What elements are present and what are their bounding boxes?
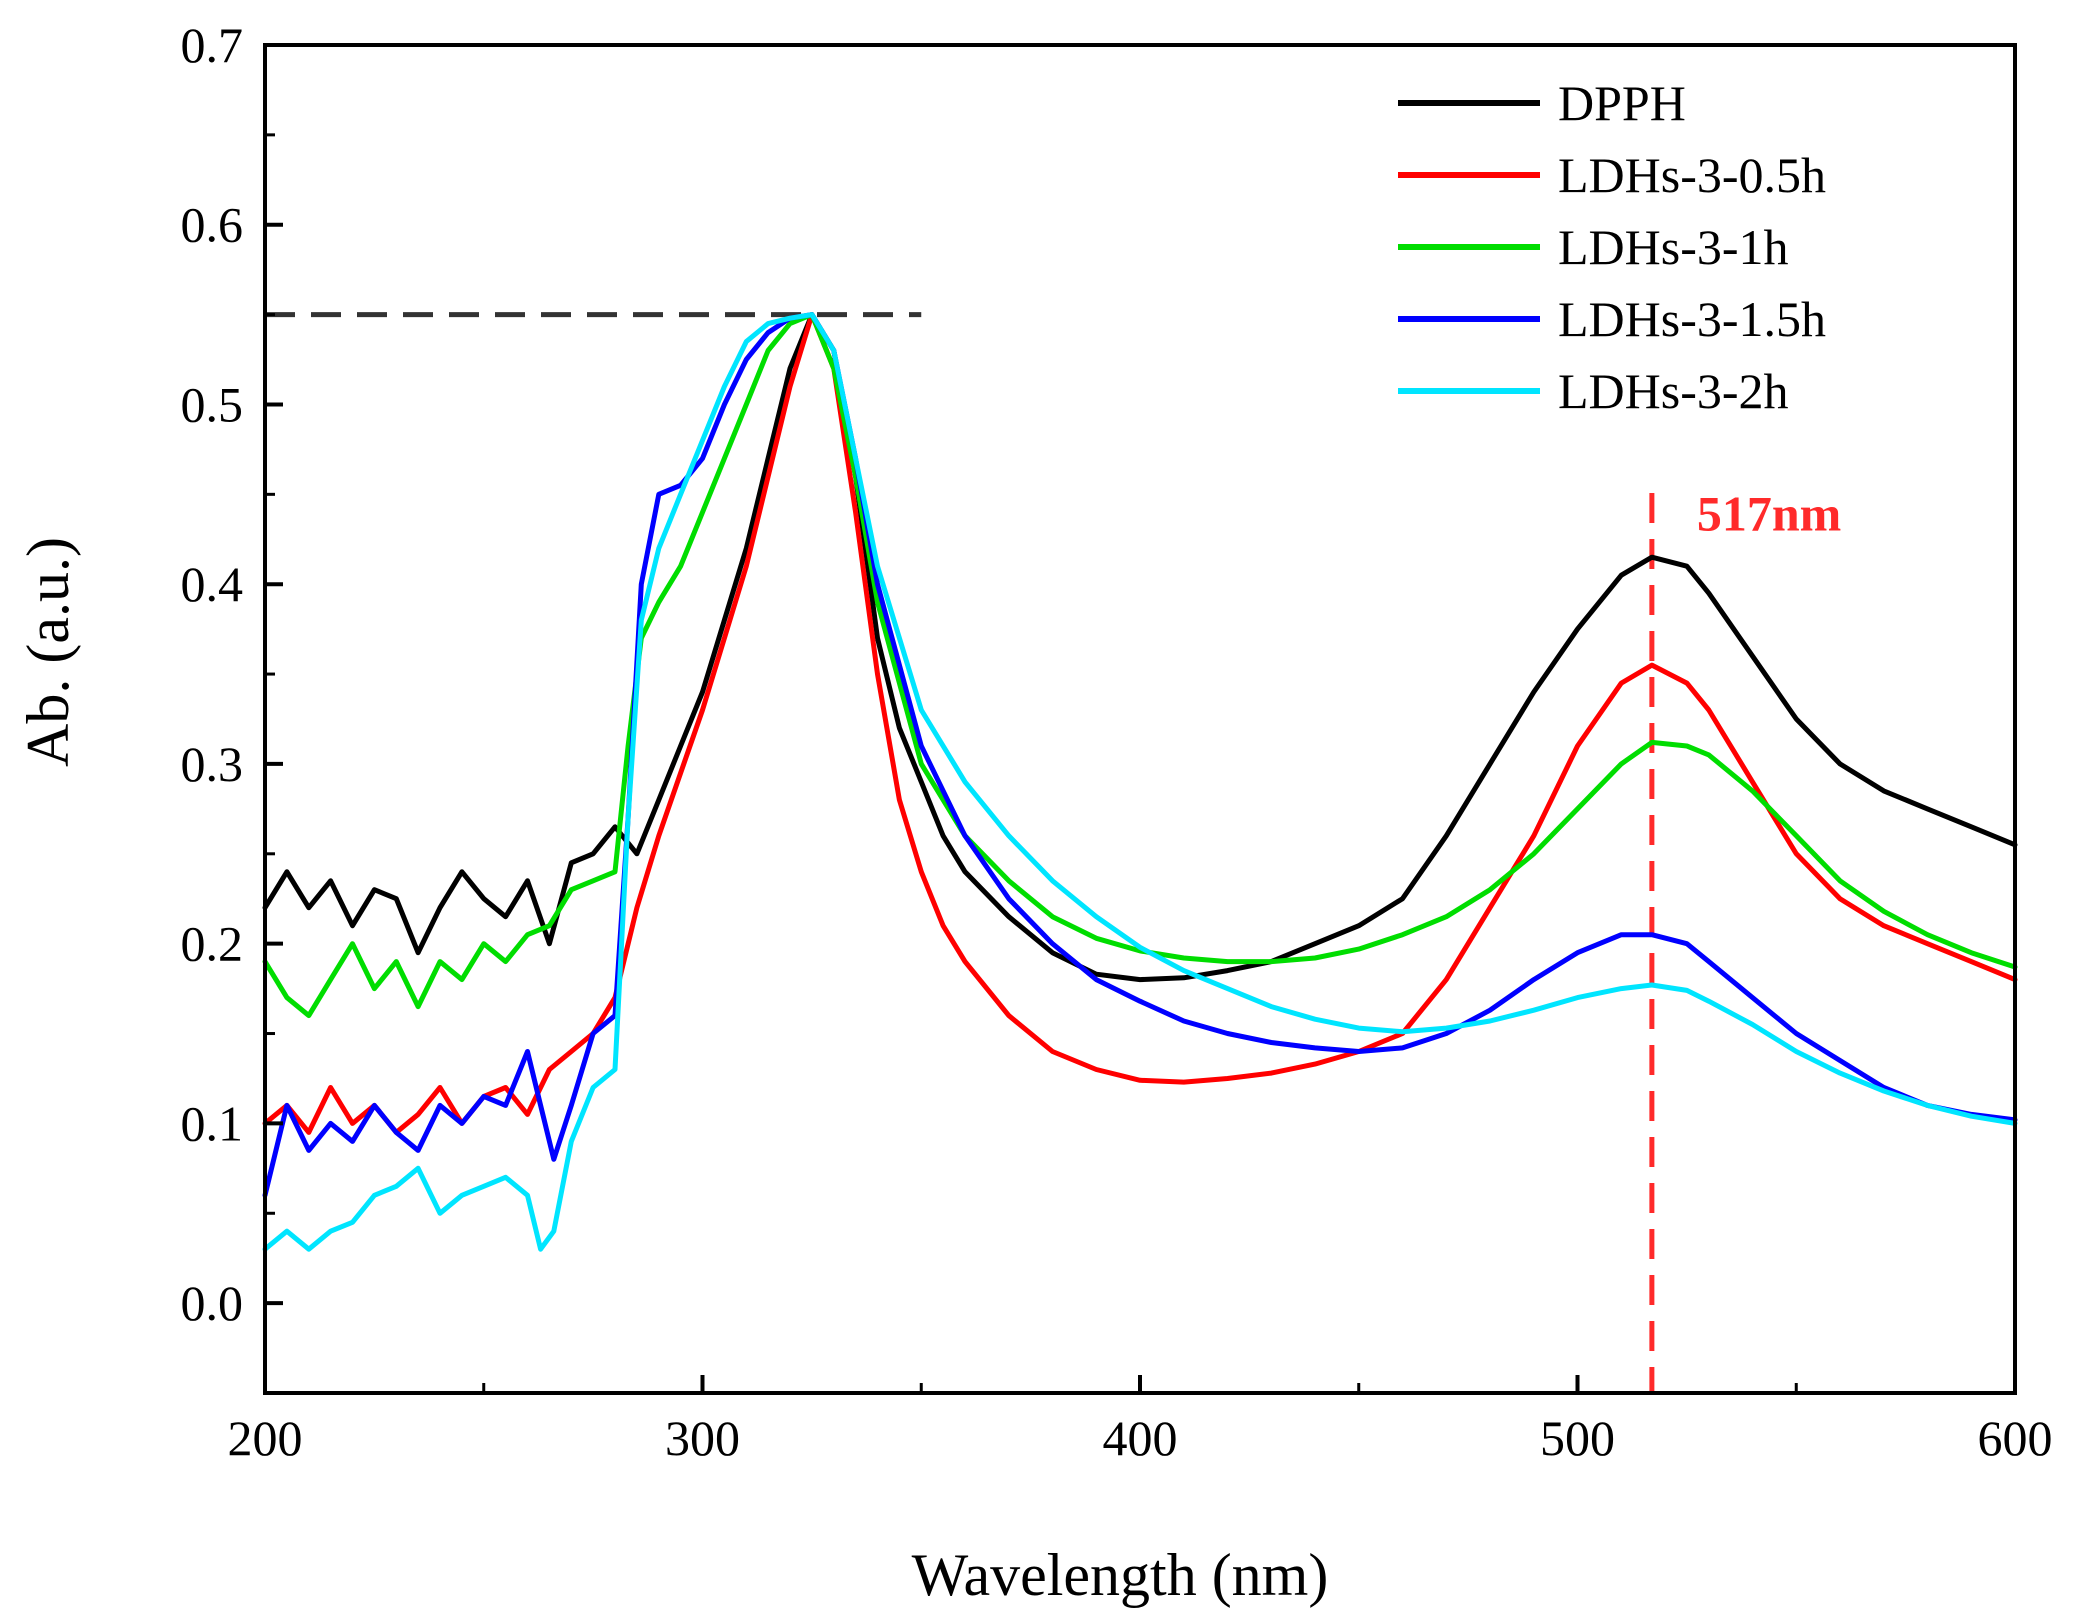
series-lines <box>262 312 2018 1252</box>
series-line-ldhs-3-1h <box>262 312 2018 1019</box>
peak-annotation-517nm: 517nm <box>1697 485 1841 541</box>
y-tick-label: 0.0 <box>181 1275 244 1331</box>
legend: DPPH LDHs-3-0.5h LDHs-3-1h LDHs-3-1.5h LDHs-… <box>1398 75 1826 419</box>
legend-label: LDHs-3-0.5h <box>1558 147 1826 203</box>
legend-label: LDHs-3-1.5h <box>1558 291 1826 347</box>
y-tick-label: 0.3 <box>181 736 244 792</box>
legend-label: DPPH <box>1558 75 1686 131</box>
x-tick-label: 600 <box>1978 1410 2053 1466</box>
y-tick-label: 0.7 <box>181 17 244 73</box>
x-axis-title: Wavelength (nm) <box>912 1542 1329 1608</box>
x-tick-label: 500 <box>1540 1410 1615 1466</box>
legend-label: LDHs-3-2h <box>1558 363 1789 419</box>
series-line-ldhs-3-2h <box>262 312 2018 1252</box>
y-tick-label: 0.5 <box>181 376 244 432</box>
series-line-ldhs-3-1-5h <box>262 312 2018 1198</box>
x-tick-label: 300 <box>665 1410 740 1466</box>
x-tick-label: 200 <box>228 1410 303 1466</box>
reference-lines <box>265 312 1655 1393</box>
x-tick-label: 400 <box>1103 1410 1178 1466</box>
legend-label: LDHs-3-1h <box>1558 219 1789 275</box>
y-tick-label: 0.2 <box>181 916 244 972</box>
y-tick-label: 0.6 <box>181 197 244 253</box>
y-tick-label: 0.4 <box>181 556 244 612</box>
y-tick-label: 0.1 <box>181 1095 244 1151</box>
series-line-ldhs-3-0-5h <box>262 312 2018 1135</box>
series-line-dpph <box>262 312 2018 983</box>
y-axis-title: Ab. (a.u.) <box>15 537 81 767</box>
axis-ticks: 200 300 400 500 600 0.0 0.1 0.2 0.3 0.4 0.5 0.6 0.7 <box>181 17 2053 1466</box>
